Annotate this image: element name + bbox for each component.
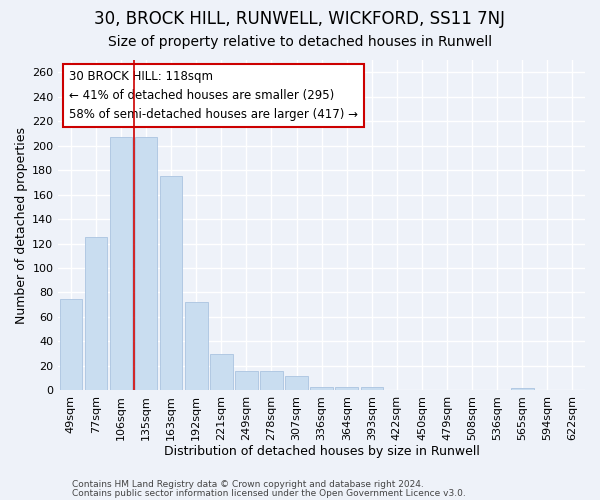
Bar (335, 386, 358, 390)
Text: 30, BROCK HILL, RUNWELL, WICKFORD, SS11 7NJ: 30, BROCK HILL, RUNWELL, WICKFORD, SS11 … (95, 10, 505, 28)
Bar (235, 371, 257, 390)
Text: Contains public sector information licensed under the Open Government Licence v3: Contains public sector information licen… (72, 488, 466, 498)
Bar (160, 176, 182, 390)
Bar (210, 354, 233, 391)
Bar (285, 376, 308, 390)
Text: 30 BROCK HILL: 118sqm
← 41% of detached houses are smaller (295)
58% of semi-det: 30 BROCK HILL: 118sqm ← 41% of detached … (69, 70, 358, 121)
Bar (59, 298, 82, 390)
Y-axis label: Number of detached properties: Number of detached properties (15, 126, 28, 324)
Bar (511, 388, 533, 390)
Text: Size of property relative to detached houses in Runwell: Size of property relative to detached ho… (108, 35, 492, 49)
Bar (85, 238, 107, 390)
Bar (110, 137, 132, 390)
Bar (310, 386, 333, 390)
Text: Contains HM Land Registry data © Crown copyright and database right 2024.: Contains HM Land Registry data © Crown c… (72, 480, 424, 489)
Bar (361, 386, 383, 390)
Bar (185, 302, 208, 390)
X-axis label: Distribution of detached houses by size in Runwell: Distribution of detached houses by size … (164, 444, 479, 458)
Bar (135, 137, 157, 390)
Bar (260, 371, 283, 390)
